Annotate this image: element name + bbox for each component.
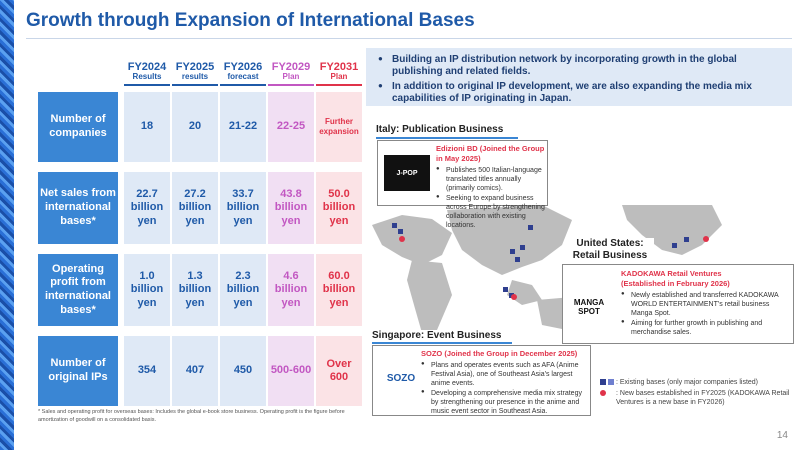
base-marker-existing [503, 287, 508, 292]
region-label-singapore: Singapore: Event Business [372, 330, 502, 342]
table-cell: 22-25 [268, 92, 314, 162]
base-marker-new [511, 294, 517, 300]
map-land-north-america [622, 205, 722, 255]
sozo-logo: SOZO [386, 372, 416, 384]
table-cell: 21-22 [220, 92, 266, 162]
header-underline [124, 84, 170, 86]
table-cell: 1.3 billion yen [172, 254, 218, 326]
base-marker-existing [520, 245, 525, 250]
base-marker-new [703, 236, 709, 242]
company-point: Aiming for further growth in publishing … [621, 319, 791, 337]
legend-existing: : Existing bases (only major companies l… [600, 378, 792, 387]
table-cell: Further expansion [316, 92, 362, 162]
map-land-indonesia [507, 280, 542, 305]
table-cell: 33.7 billion yen [220, 172, 266, 244]
company-title: Edizioni BD (Joined the Group in May 202… [436, 144, 545, 163]
table-cell: 60.0 billion yen [316, 254, 362, 326]
region-label-italy: Italy: Publication Business [376, 124, 504, 136]
map-land-africa [407, 260, 452, 333]
row-label-companies: Number of companies [38, 92, 118, 162]
table-cell: 1.0 billion yen [124, 254, 170, 326]
decorative-side-strip [0, 0, 14, 450]
region-label-united-states: United States: Retail Business [566, 238, 654, 261]
table-cell: 43.8 billion yen [268, 172, 314, 244]
header-underline [220, 84, 266, 86]
table-cell: 407 [172, 336, 218, 406]
header-underline [172, 84, 218, 86]
row-label-original-ips: Number of original IPs [38, 336, 118, 406]
table-cell: 2.3 billion yen [220, 254, 266, 326]
company-title: SOZO (Joined the Group in December 2025) [421, 349, 578, 358]
region-underline [376, 137, 518, 139]
company-point: Plans and operates events such as AFA (A… [421, 361, 589, 388]
summary-bullet: Building an IP distribution network by i… [378, 54, 784, 78]
slide-title: Growth through Expansion of Internationa… [26, 10, 475, 31]
company-title: KADOKAWA Retail Ventures [621, 269, 722, 278]
company-point: Developing a comprehensive media mix str… [421, 389, 589, 416]
table-cell: 27.2 billion yen [172, 172, 218, 244]
title-divider [26, 38, 792, 39]
base-marker-existing [392, 223, 397, 228]
column-header-fy2024: FY2024 Results [127, 61, 167, 82]
company-point: Newly established and transferred KADOKA… [621, 291, 791, 318]
region-underline [372, 342, 512, 344]
table-cell: 22.7 billion yen [124, 172, 170, 244]
column-header-fy2031: FY2031 Plan [319, 61, 359, 82]
legend-swatch-existing [608, 379, 614, 385]
header-underline [316, 84, 362, 86]
legend-swatch-new [600, 390, 606, 397]
manga-spot-logo: MANGA SPOT [573, 298, 605, 316]
base-marker-new [399, 236, 405, 242]
base-marker-existing [398, 229, 403, 234]
column-header-fy2025: FY2025 results [175, 61, 215, 82]
base-marker-existing [515, 257, 520, 262]
table-cell: Over 600 [316, 336, 362, 406]
table-cell: 4.6 billion yen [268, 254, 314, 326]
company-point: Seeking to expand business across Europe… [436, 194, 546, 230]
row-label-operating-profit: Operating profit from international base… [38, 254, 118, 326]
table-cell: 18 [124, 92, 170, 162]
company-card-sozo: SOZO SOZO (Joined the Group in December … [372, 345, 591, 416]
company-subtitle: (Established in February 2026) [621, 278, 730, 288]
page-number: 14 [776, 430, 788, 441]
j-pop-logo: J-POP [384, 155, 430, 191]
footnote: * Sales and operating profit for oversea… [38, 409, 345, 423]
legend-swatch-existing [600, 379, 606, 385]
table-cell: 450 [220, 336, 266, 406]
summary-bullet: In addition to original IP development, … [378, 81, 784, 105]
base-marker-existing [510, 249, 515, 254]
company-point: Publishes 500 Italian-language translate… [436, 166, 546, 193]
table-cell: 500-600 [268, 336, 314, 406]
column-header-fy2029: FY2029 Plan [271, 61, 311, 82]
company-card-edizioni-bd: J-POP Edizioni BD (Joined the Group in M… [377, 140, 548, 229]
company-card-kadokawa-retail-ventures: MANGA SPOT KADOKAWA Retail Ventures (Est… [562, 264, 794, 344]
header-underline [268, 84, 314, 86]
base-marker-existing [684, 237, 689, 242]
legend-new: : New bases established in FY2025 (KADOK… [600, 389, 792, 407]
column-header-fy2026: FY2026 forecast [223, 61, 263, 82]
map-legend: : Existing bases (only major companies l… [600, 378, 792, 409]
table-cell: 50.0 billion yen [316, 172, 362, 244]
summary-bullets: Building an IP distribution network by i… [366, 48, 792, 106]
table-cell: 354 [124, 336, 170, 406]
table-cell: 20 [172, 92, 218, 162]
base-marker-existing [672, 243, 677, 248]
row-label-net-sales: Net sales from international bases* [38, 172, 118, 244]
